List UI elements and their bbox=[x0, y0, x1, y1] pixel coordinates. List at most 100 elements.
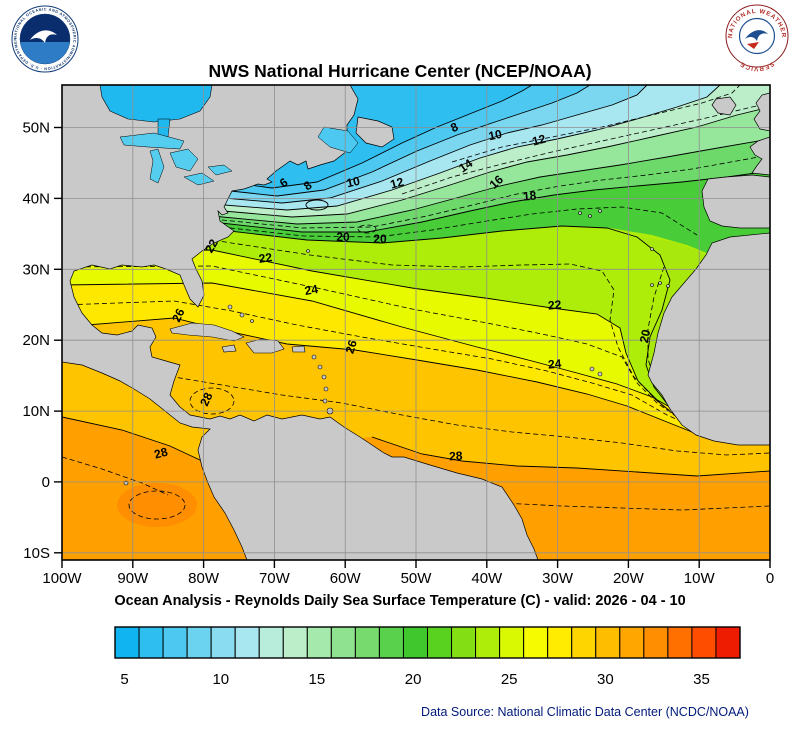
colorbar-segment bbox=[162, 626, 188, 659]
noaa-emblem-sea bbox=[20, 42, 70, 64]
lon-tick-label: 60W bbox=[330, 570, 362, 587]
lon-tick-label: 30W bbox=[542, 570, 574, 587]
inland-waters bbox=[99, 85, 359, 186]
colorbar-segment bbox=[595, 626, 621, 659]
colorbar-tick-label: 20 bbox=[405, 671, 422, 688]
contour-label: 26 bbox=[169, 306, 187, 324]
colorbar-segment bbox=[427, 626, 453, 659]
colorbar: 5 10 15 20 25 30 35 bbox=[114, 626, 741, 688]
axis-ticks bbox=[54, 126, 771, 568]
contour-label: 12 bbox=[389, 175, 406, 192]
colorbar-segments bbox=[114, 626, 741, 659]
contour-label: 10 bbox=[487, 127, 503, 144]
land-england bbox=[753, 92, 770, 132]
lat-tick-label: 50N bbox=[22, 120, 50, 137]
lon-tick-label: 70W bbox=[259, 570, 291, 587]
lat-tick-label: 10N bbox=[22, 403, 50, 420]
colorbar-segment bbox=[114, 626, 140, 659]
colorbar-segment bbox=[715, 626, 741, 659]
contour-label: 24 bbox=[547, 356, 562, 371]
contour-label: 22 bbox=[202, 236, 221, 255]
colorbar-segment bbox=[258, 626, 284, 659]
great-lakes bbox=[119, 132, 233, 186]
island-jamaica bbox=[221, 344, 237, 353]
landmasses bbox=[62, 85, 770, 560]
colorbar-segment bbox=[330, 626, 356, 659]
lat-tick-label: 30N bbox=[22, 261, 50, 278]
lon-tick-label: 0 bbox=[766, 570, 774, 587]
contour-label: 28 bbox=[449, 449, 463, 464]
lon-tick-label: 20W bbox=[613, 570, 645, 587]
sst-map: 8 10 12 14 16 6 8 10 12 18 20 20 22 22 2… bbox=[22, 84, 774, 587]
land-iberia bbox=[701, 174, 770, 229]
colorbar-tick-label: 15 bbox=[309, 671, 326, 688]
colorbar-segment bbox=[691, 626, 717, 659]
land-france bbox=[749, 136, 770, 176]
nws-flag-icon bbox=[747, 42, 759, 49]
colorbar-segment bbox=[619, 626, 645, 659]
colorbar-segment bbox=[306, 626, 332, 659]
pacific-warm-pool bbox=[117, 483, 197, 527]
colorbar-tick-label: 35 bbox=[693, 671, 710, 688]
colorbar-segment bbox=[523, 626, 549, 659]
colorbar-segment bbox=[451, 626, 477, 659]
contour-label: 10 bbox=[345, 174, 361, 191]
small-islands bbox=[123, 209, 670, 486]
contour-label: 20 bbox=[637, 328, 654, 344]
land-newfoundland bbox=[355, 116, 395, 148]
contour-label: 18 bbox=[522, 188, 537, 203]
colorbar-segment bbox=[547, 626, 573, 659]
latitude-axis: 50N 40N 30N 20N 10N 0 10S bbox=[22, 120, 50, 562]
lon-tick-label: 80W bbox=[188, 570, 220, 587]
data-source-note: Data Source: National Climatic Data Cent… bbox=[421, 705, 749, 719]
colorbar-tick-label: 25 bbox=[501, 671, 518, 688]
colorbar-segment bbox=[499, 626, 525, 659]
gulf-of-st-lawrence bbox=[317, 126, 359, 154]
island-cuba bbox=[169, 322, 245, 342]
lat-tick-label: 0 bbox=[42, 474, 50, 491]
colorbar-segment bbox=[402, 626, 428, 659]
noaa-seagull-icon bbox=[30, 30, 57, 43]
colorbar-tick-label: 30 bbox=[597, 671, 614, 688]
colorbar-tick-label: 10 bbox=[212, 671, 229, 688]
lat-tick-label: 40N bbox=[22, 190, 50, 207]
contour-label: 28 bbox=[153, 445, 170, 462]
land-africa bbox=[647, 232, 770, 446]
colorbar-segment bbox=[354, 626, 380, 659]
lon-tick-label: 100W bbox=[42, 570, 82, 587]
graticule bbox=[62, 85, 770, 560]
lon-tick-label: 50W bbox=[401, 570, 433, 587]
contour-label: 12 bbox=[531, 132, 548, 149]
lat-tick-label: 10S bbox=[23, 545, 50, 562]
colorbar-segment bbox=[571, 626, 597, 659]
contour-label: 24 bbox=[304, 282, 320, 298]
contour-label: 22 bbox=[258, 250, 273, 266]
lon-tick-label: 10W bbox=[684, 570, 716, 587]
colorbar-segment bbox=[186, 626, 212, 659]
colorbar-segment bbox=[234, 626, 260, 659]
nws-seagull-icon bbox=[745, 30, 768, 41]
lat-tick-label: 20N bbox=[22, 332, 50, 349]
colorbar-tick-label: 5 bbox=[120, 671, 128, 688]
nws-logo: NATIONAL WEATHER SERVICE bbox=[725, 4, 789, 72]
page-title: NWS National Hurricane Center (NCEP/NOAA… bbox=[208, 61, 591, 81]
colorbar-segment bbox=[667, 626, 693, 659]
lon-tick-label: 40W bbox=[471, 570, 503, 587]
island-puerto-rico bbox=[291, 345, 306, 353]
noaa-logo: NATIONAL OCEANIC AND ATMOSPHERIC ADMINIS… bbox=[11, 5, 79, 73]
colorbar-segment bbox=[138, 626, 164, 659]
contour-label: 22 bbox=[547, 297, 562, 312]
contour-label: 20 bbox=[336, 230, 350, 244]
lon-tick-label: 90W bbox=[117, 570, 149, 587]
colorbar-segment bbox=[475, 626, 501, 659]
longitude-axis: 100W 90W 80W 70W 60W 50W 40W 30W 20W 10W… bbox=[42, 570, 774, 587]
colorbar-segment bbox=[378, 626, 404, 659]
colorbar-border bbox=[114, 626, 741, 659]
colorbar-segment bbox=[210, 626, 236, 659]
land-americas bbox=[62, 85, 539, 560]
contour-label: 26 bbox=[342, 338, 360, 355]
colorbar-segment bbox=[643, 626, 669, 659]
map-caption: Ocean Analysis - Reynolds Daily Sea Surf… bbox=[114, 593, 685, 609]
